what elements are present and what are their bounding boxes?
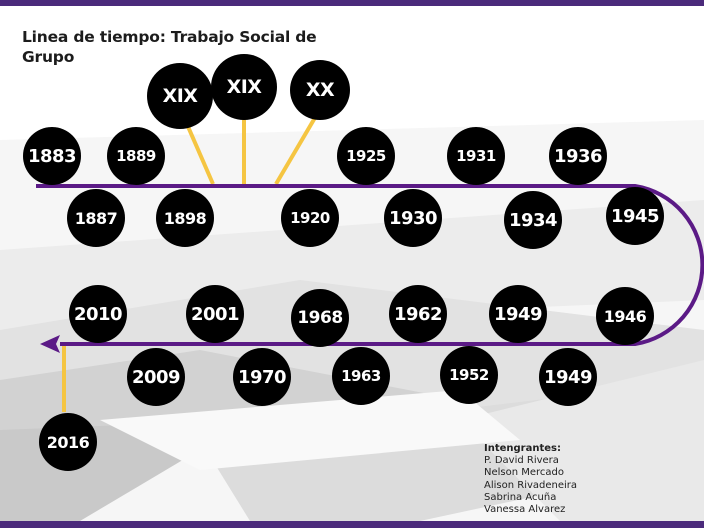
- arrow-head-icon: [40, 335, 60, 353]
- timeline-node: XIX: [211, 54, 277, 120]
- timeline-line: [36, 184, 704, 346]
- timeline-node: 1936: [549, 127, 607, 185]
- timeline-node: 1970: [233, 348, 291, 406]
- timeline-node: 2001: [186, 285, 244, 343]
- timeline-node: 1968: [291, 289, 349, 347]
- timeline-node: 2010: [69, 285, 127, 343]
- timeline-node: 1934: [504, 191, 562, 249]
- timeline-node: 1952: [440, 346, 498, 404]
- timeline-node: 1949: [539, 348, 597, 406]
- members-heading: Intengrantes:: [484, 443, 561, 454]
- timeline-node: 2016: [39, 413, 97, 471]
- timeline-node: 1949: [489, 285, 547, 343]
- timeline-node: 1883: [23, 127, 81, 185]
- member-name: Nelson Mercado: [484, 467, 565, 479]
- timeline-node: 1930: [384, 189, 442, 247]
- timeline-node: 1963: [332, 347, 390, 405]
- page-title: Linea de tiempo: Trabajo Social de Grupo: [22, 28, 317, 66]
- member-name: Sabrina Acuña: [484, 491, 557, 503]
- timeline-node: 1946: [596, 287, 654, 345]
- bottom-accent-bar: [0, 521, 704, 528]
- member-name: P. David Rivera: [484, 455, 559, 467]
- connector-xix-1: [184, 121, 215, 185]
- timeline-node: 2009: [127, 348, 185, 406]
- members-block: Intengrantes: P. David Rivera Nelson Mer…: [484, 443, 577, 516]
- member-name: Alison Rivadeneira: [484, 479, 578, 491]
- timeline-node: 1931: [447, 127, 505, 185]
- timeline-node: XX: [290, 60, 350, 120]
- connector-xx: [274, 114, 318, 186]
- top-accent-bar: [0, 0, 704, 6]
- timeline-node: 1887: [67, 189, 125, 247]
- timeline-node: 1898: [156, 189, 214, 247]
- timeline-node: 1889: [107, 127, 165, 185]
- timeline-node: XIX: [147, 63, 213, 129]
- timeline-node: 1925: [337, 127, 395, 185]
- timeline-node: 1920: [281, 189, 339, 247]
- member-name: Vanessa Alvarez: [484, 504, 566, 516]
- timeline-node: 1945: [606, 187, 664, 245]
- timeline-node: 1962: [389, 285, 447, 343]
